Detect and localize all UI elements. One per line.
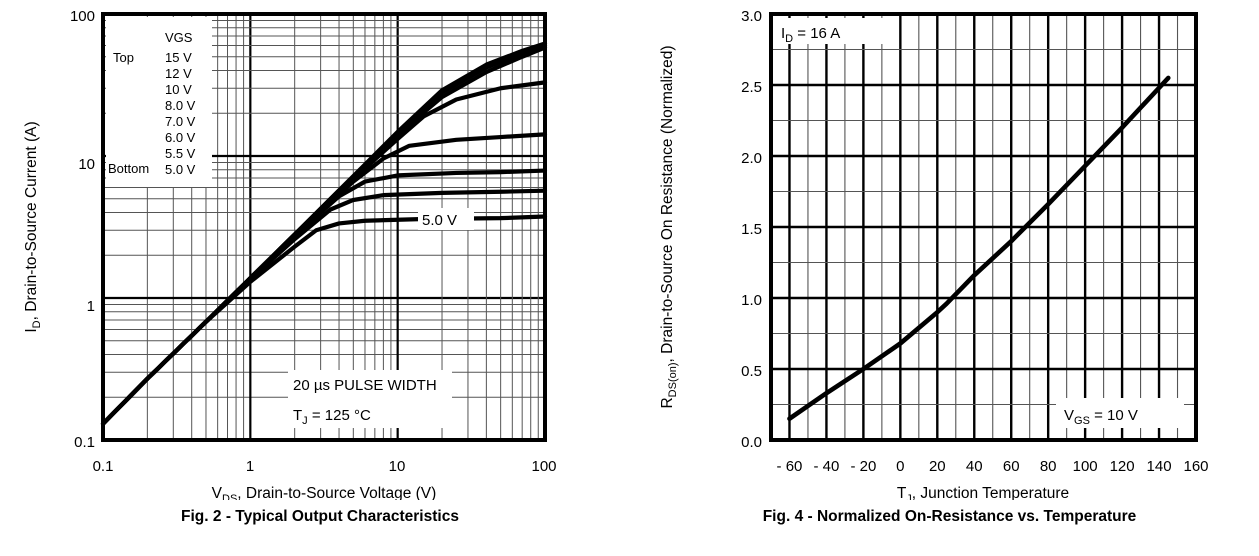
fig2-legend-item-1: 12 V: [165, 66, 192, 81]
fig2-curve-label-backdrop: [418, 208, 474, 230]
figure-4-chart: ID = 16 A VGS = 10 V 3.0 2.5 2.0 1.5 1.0…: [659, 8, 1209, 500]
fig2-ytick-2: 10: [78, 156, 95, 173]
fig4-ytick-4: 2.0: [741, 150, 762, 167]
gate-voltage-note: VGS = 10 V: [1064, 407, 1138, 427]
fig2-ytick-0: 0.1: [74, 434, 95, 451]
fig4-xtick-1: - 40: [814, 458, 840, 475]
fig4-ytick-3: 1.5: [741, 221, 762, 238]
drain-current-note: ID = 16 A: [781, 25, 840, 45]
fig4-gridlines: [770, 12, 1198, 442]
figure-2-chart: VGS Top Bottom 15 V 12 V 10 V 8.0 V 7.0 …: [23, 8, 557, 500]
fig4-curves: [787, 75, 1171, 421]
fig2-legend-header: VGS: [165, 30, 193, 45]
fig4-xtick-10: 140: [1147, 458, 1172, 475]
fig4-xtick-labels: - 60 - 40 - 20 0 20 40 60 80 100 120 140 160: [777, 458, 1209, 475]
fig2-gridlines: [101, 12, 547, 442]
fig2-legend-item-5: 6.0 V: [165, 130, 196, 145]
fig4-note-backdrop-bottom: [1056, 398, 1184, 428]
fig4-xtick-2: - 20: [850, 458, 876, 475]
fig2-note-backdrop: [288, 370, 452, 428]
fig2-xtick-0: 0.1: [93, 458, 114, 475]
fig4-xtick-3: 0: [896, 458, 904, 475]
fig4-xtick-4: 20: [929, 458, 946, 475]
fig2-legend-item-4: 7.0 V: [165, 114, 196, 129]
fig4-xtick-7: 80: [1040, 458, 1057, 475]
fig2-xtick-1: 1: [246, 458, 254, 475]
fig4-xtick-11: 160: [1183, 458, 1208, 475]
fig2-x-axis-title: VDS, Drain-to-Source Voltage (V): [212, 485, 437, 500]
fig2-legend-item-2: 10 V: [165, 82, 192, 97]
fig4-note-backdrop-top: [776, 18, 886, 44]
fig2-ytick-1: 1: [87, 298, 95, 315]
fig2-legend-item-6: 5.5 V: [165, 146, 196, 161]
curve-label-5v: 5.0 V: [422, 212, 457, 229]
fig4-ytick-2: 1.0: [741, 292, 762, 309]
fig2-xtick-2: 10: [389, 458, 406, 475]
figure-4-caption: Fig. 4 - Normalized On-Resistance vs. Te…: [762, 508, 1137, 525]
fig4-xtick-5: 40: [966, 458, 983, 475]
fig2-curves: [100, 41, 548, 426]
fig4-xtick-0: - 60: [777, 458, 803, 475]
fig2-legend-item-3: 8.0 V: [165, 98, 196, 113]
fig4-ytick-1: 0.5: [741, 363, 762, 380]
fig4-x-axis-title: TJ, Junction Temperature: [897, 485, 1069, 500]
fig2-legend-item-0: 15 V: [165, 50, 192, 65]
fig2-legend-bottom-label: Bottom: [108, 161, 149, 176]
fig2-ytick-3: 100: [70, 8, 95, 25]
fig2-legend-backdrop: [106, 17, 212, 187]
junction-temp-note: TJ = 125 °C: [293, 407, 371, 427]
fig2-legend-top-label: Top: [113, 50, 134, 65]
figure-2-caption: Fig. 2 - Typical Output Characteristics: [181, 508, 459, 525]
fig4-ytick-0: 0.0: [741, 434, 762, 451]
fig2-xtick-3: 100: [531, 458, 556, 475]
pulse-width-note: 20 µs PULSE WIDTH: [293, 377, 437, 394]
fig2-plot-frame: [101, 12, 547, 442]
fig4-plot-frame: [769, 12, 1198, 442]
fig4-xtick-9: 120: [1110, 458, 1135, 475]
fig2-y-axis-title: ID, Drain-to-Source Current (A): [23, 121, 43, 332]
fig4-y-axis-title: RDS(on), Drain-to-Source On Resistance (…: [659, 45, 679, 408]
figure-4-container: ID = 16 A VGS = 10 V 3.0 2.5 2.0 1.5 1.0…: [640, 0, 1259, 556]
fig4-xtick-6: 60: [1003, 458, 1020, 475]
figure-2-container: VGS Top Bottom 15 V 12 V 10 V 8.0 V 7.0 …: [23, 8, 557, 525]
fig4-ytick-6: 3.0: [741, 8, 762, 25]
fig4-ytick-5: 2.5: [741, 79, 762, 96]
fig2-legend-item-7: 5.0 V: [165, 162, 196, 177]
fig4-xtick-8: 100: [1073, 458, 1098, 475]
